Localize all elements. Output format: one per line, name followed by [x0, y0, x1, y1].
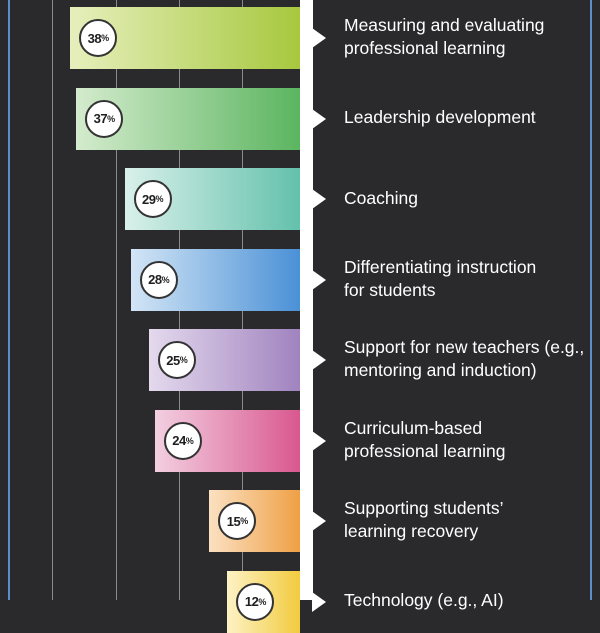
axis-notch-1 — [312, 28, 326, 48]
category-label-line: Support for new teachers (e.g., — [344, 337, 585, 357]
category-label-line: professional learning — [344, 440, 506, 461]
axis-strip — [300, 0, 313, 600]
category-label-line: for students — [344, 279, 436, 300]
value-unit: % — [107, 113, 115, 124]
category-label-line: Measuring and evaluating — [344, 15, 545, 35]
axis-notch-8 — [312, 591, 326, 612]
value-label-2: 37% — [85, 99, 124, 138]
category-label-6: Curriculum-based professional learning — [344, 417, 594, 463]
category-label-line: Curriculum-based — [344, 417, 483, 438]
category-label-1: Measuring and evaluating professional lea… — [344, 14, 594, 60]
axis-notch-7 — [312, 511, 326, 531]
axis-notch-4 — [312, 269, 326, 290]
value-unit: % — [240, 516, 248, 526]
category-label-line: Supporting students’ — [344, 498, 504, 518]
category-label-line: Coaching — [344, 187, 418, 208]
value-label-7: 15% — [218, 502, 257, 540]
value-number: 25 — [166, 352, 180, 368]
value-label-3: 29% — [133, 180, 172, 218]
axis-notch-6 — [312, 430, 326, 451]
value-number: 37 — [93, 111, 108, 126]
left-border-line — [8, 0, 10, 600]
axis-notch-3 — [312, 189, 326, 209]
value-unit: % — [258, 596, 266, 607]
value-unit: % — [155, 194, 164, 204]
value-label-8: 12% — [236, 582, 275, 621]
category-label-8: Technology (e.g., AI) — [344, 589, 594, 612]
category-label-5: Support for new teachers (e.g., mentoring… — [344, 336, 594, 382]
value-number: 38 — [87, 30, 102, 46]
right-border-line — [590, 0, 592, 600]
value-unit: % — [179, 355, 188, 365]
value-label-4: 28% — [139, 260, 178, 299]
value-label-1: 38% — [79, 19, 118, 57]
category-label-3: Coaching — [344, 187, 594, 210]
category-label-line: Technology (e.g., AI) — [344, 590, 504, 610]
value-unit: % — [161, 274, 170, 285]
value-number: 12 — [244, 594, 259, 609]
value-number: 15 — [226, 513, 241, 529]
value-label-6: 24% — [163, 421, 202, 460]
value-number: 24 — [172, 433, 186, 448]
gridline-2 — [116, 0, 117, 600]
axis-notch-5 — [312, 350, 326, 370]
axis-notch-2 — [312, 108, 326, 129]
category-label-line: Differentiating instruction — [344, 256, 537, 277]
gridline-1 — [52, 0, 53, 600]
category-label-line: professional learning — [344, 38, 506, 58]
value-unit: % — [101, 33, 109, 43]
value-number: 28 — [148, 272, 162, 287]
category-label-line: learning recovery — [344, 521, 479, 541]
category-label-4: Differentiating instruction for students — [344, 256, 594, 302]
category-label-line: mentoring and induction) — [344, 360, 537, 380]
value-number: 29 — [142, 191, 156, 207]
category-label-7: Supporting students’ learning recovery — [344, 497, 594, 543]
value-label-5: 25% — [157, 341, 196, 379]
category-label-line: Leadership development — [344, 107, 536, 127]
category-label-2: Leadership development — [344, 106, 594, 129]
chart: 38% 37% 29% 28% 25% 24% 15% 12% Measuring and e… — [8, 0, 594, 633]
value-unit: % — [185, 435, 194, 446]
